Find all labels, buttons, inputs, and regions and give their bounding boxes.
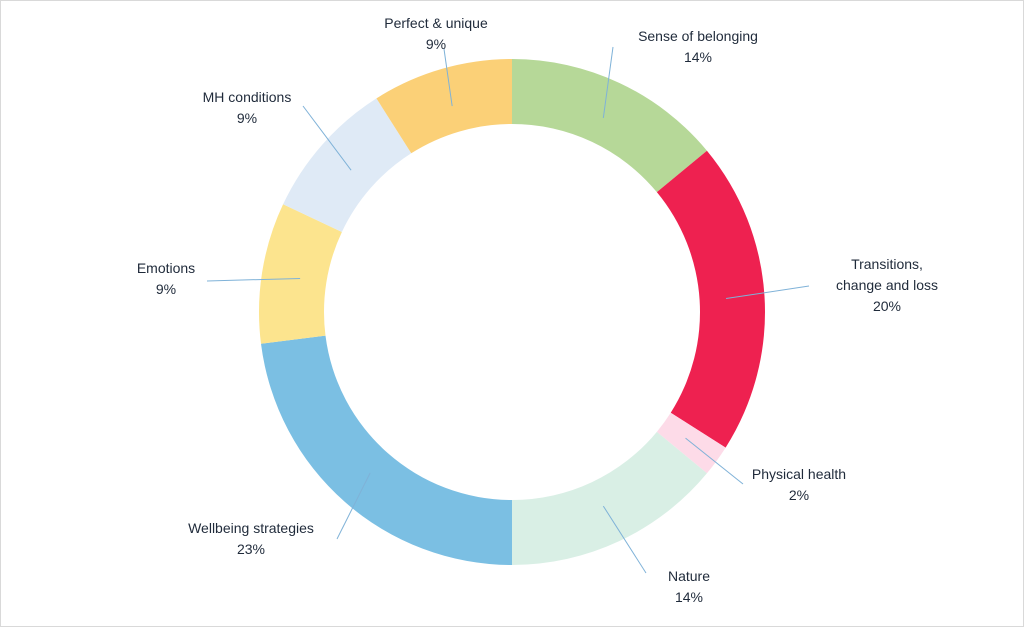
value-label: 14% [675, 589, 703, 605]
value-label: 14% [684, 49, 712, 65]
slices-layer [259, 59, 766, 565]
category-label: Wellbeing strategies [188, 520, 314, 536]
slice-nature [512, 431, 707, 565]
category-label: Transitions, [851, 256, 923, 272]
leader-line-physical-health [685, 437, 744, 485]
category-label: MH conditions [203, 89, 292, 105]
leader-line-emotions [206, 277, 301, 282]
data-label-emotions: Emotions 9% [137, 260, 195, 297]
slice-transitions-change-and-loss [656, 150, 766, 448]
leader-line-perfect-and-unique [443, 48, 453, 107]
value-label: 20% [873, 298, 901, 314]
slice-wellbeing-strategies [260, 335, 512, 565]
data-label-sense-of-belonging: Sense of belonging 14% [638, 28, 758, 65]
value-label: 9% [237, 110, 257, 126]
data-label-physical-health: Physical health 2% [752, 466, 846, 503]
value-label: 9% [426, 36, 446, 52]
slice-emotions [259, 204, 342, 344]
value-label: 9% [156, 281, 176, 297]
slice-sense-of-belonging [512, 59, 707, 193]
value-label: 23% [237, 541, 265, 557]
leaders-layer [206, 46, 810, 574]
category-label: Perfect & unique [384, 15, 488, 31]
category-label: change and loss [836, 277, 938, 293]
leader-line-wellbeing-strategies [336, 472, 371, 540]
data-label-mh-conditions: MH conditions 9% [203, 89, 292, 126]
leader-line-mh-conditions [302, 105, 352, 171]
category-label: Sense of belonging [638, 28, 758, 44]
category-label: Nature [668, 568, 710, 584]
leader-line-sense-of-belonging [602, 46, 614, 118]
data-label-perfect-and-unique: Perfect & unique 9% [384, 15, 488, 52]
labels-layer: Sense of belonging 14% Transitions, change … [137, 15, 938, 605]
data-label-transitions-change-and-loss: Transitions, change and loss 20% [836, 256, 938, 314]
slice-perfect-and-unique [376, 59, 512, 154]
data-label-wellbeing-strategies: Wellbeing strategies 23% [188, 520, 314, 557]
category-label: Physical health [752, 466, 846, 482]
data-label-nature: Nature 14% [668, 568, 710, 605]
leader-line-nature [602, 505, 647, 574]
leader-line-transitions-change-and-loss [726, 285, 810, 300]
category-label: Emotions [137, 260, 195, 276]
value-label: 2% [789, 487, 809, 503]
